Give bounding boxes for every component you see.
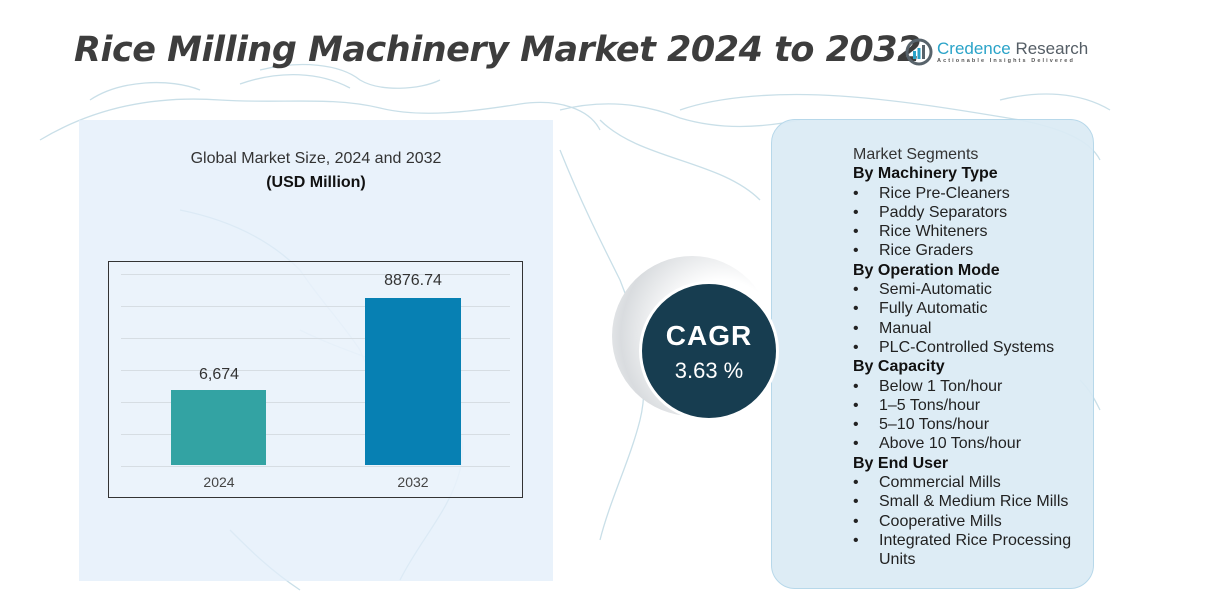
segment-item: • Commercial Mills (853, 474, 1001, 492)
bar-category-2032: 2032 (397, 474, 429, 490)
market-size-panel: Global Market Size, 2024 and 2032 (USD M… (79, 120, 553, 581)
segment-group-heading: By Capacity (853, 358, 945, 376)
segment-item: • Cooperative Mills (853, 512, 1002, 530)
segment-item: • Rice Whiteners (853, 223, 988, 241)
gridline (121, 338, 510, 339)
segment-item: • PLC-Controlled Systems (853, 338, 1055, 356)
segments-title: Market Segments (853, 146, 979, 163)
segment-item: • Semi-Automatic (853, 281, 992, 299)
page-title: Rice Milling Machinery Market 2024 to 20… (74, 30, 921, 70)
bar-chart-circle-icon (905, 38, 933, 66)
bar-2024 (171, 390, 266, 465)
bar-chart: 6,674 2024 8876.74 2032 (108, 261, 523, 498)
bar-2032 (365, 298, 461, 465)
segment-group-heading: By End User (853, 454, 949, 472)
segment-item: • Rice Pre-Cleaners (853, 184, 1010, 202)
credence-research-logo: Credence Research Actionable Insights De… (905, 38, 1088, 66)
gridline (121, 370, 510, 371)
gridline (121, 434, 510, 435)
segment-item: • 5–10 Tons/hour (853, 416, 990, 434)
market-segments-panel: Market Segments By Machinery Type • Rice … (771, 119, 1094, 589)
segment-item: • Rice Graders (853, 242, 974, 260)
bar-category-2024: 2024 (203, 474, 235, 490)
segments-list: Market Segments By Machinery Type • Rice … (853, 145, 1089, 570)
cagr-label: CAGR (665, 320, 753, 351)
cagr-badge: CAGR 3.63 % (639, 281, 779, 421)
bar-value-2024: 6,674 (198, 366, 240, 383)
cagr-value: 3.63 % (674, 358, 744, 383)
logo-name: Credence Research (937, 38, 1089, 58)
segment-item: • Above 10 Tons/hour (853, 435, 1022, 453)
segment-item: • 1–5 Tons/hour (853, 396, 981, 414)
segment-group-heading: By Operation Mode (853, 261, 1000, 279)
segment-item: • Paddy Separators (853, 203, 1008, 221)
segment-item: • Integrated Rice Processing Units (853, 531, 1072, 569)
segment-item: • Fully Automatic (853, 300, 988, 318)
segment-item: • Small & Medium Rice Mills (853, 493, 1069, 511)
segment-item: • Manual (853, 319, 932, 337)
segment-group-heading: By Machinery Type (853, 165, 998, 183)
gridline (121, 402, 510, 403)
logo-tagline: Actionable Insights Delivered (937, 57, 1075, 64)
gridline (121, 466, 510, 467)
chart-title: Global Market Size, 2024 and 2032 (190, 150, 442, 167)
segment-item: • Below 1 Ton/hour (853, 377, 1003, 395)
bar-value-2032: 8876.74 (384, 272, 442, 289)
gridline (121, 274, 510, 275)
gridline (121, 306, 510, 307)
chart-unit: (USD Million) (266, 174, 366, 191)
